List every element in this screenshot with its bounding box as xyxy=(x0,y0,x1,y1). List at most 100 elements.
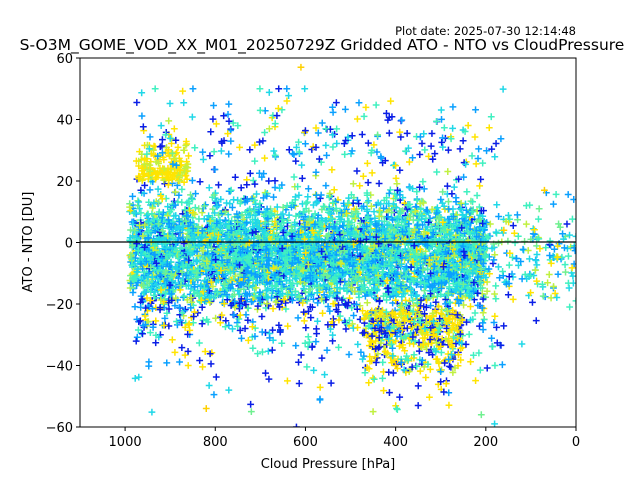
data-point xyxy=(349,180,357,188)
data-point xyxy=(561,261,569,269)
data-point xyxy=(445,198,452,205)
data-point xyxy=(198,303,206,311)
data-point xyxy=(192,190,199,198)
data-point xyxy=(532,257,540,264)
data-point xyxy=(491,290,498,298)
data-point xyxy=(467,303,474,310)
data-point xyxy=(273,203,281,211)
data-point xyxy=(231,173,239,181)
data-point xyxy=(298,175,306,182)
data-point xyxy=(191,204,199,211)
data-point xyxy=(174,321,181,329)
data-point xyxy=(457,199,465,207)
data-point xyxy=(476,182,484,190)
data-point xyxy=(446,298,453,306)
data-point xyxy=(495,263,502,271)
data-point xyxy=(564,191,572,198)
data-point xyxy=(511,239,519,247)
data-point xyxy=(495,239,502,247)
data-point xyxy=(178,185,186,193)
data-point xyxy=(551,290,559,297)
data-point xyxy=(247,211,254,219)
data-point xyxy=(178,198,186,206)
data-point xyxy=(141,181,149,189)
data-point xyxy=(218,311,226,319)
data-point xyxy=(230,311,238,319)
data-point xyxy=(364,179,372,186)
data-point xyxy=(433,292,441,300)
data-point xyxy=(519,245,527,253)
data-point xyxy=(294,314,302,322)
data-point xyxy=(432,298,440,306)
data-point xyxy=(500,322,508,330)
data-point xyxy=(437,196,445,203)
data-point xyxy=(302,200,310,207)
data-point xyxy=(346,294,353,302)
data-point xyxy=(211,166,219,173)
data-point xyxy=(544,279,552,287)
data-point xyxy=(495,213,503,220)
data-point xyxy=(550,200,557,208)
data-point xyxy=(341,235,349,243)
data-point xyxy=(283,202,291,210)
data-point xyxy=(532,317,540,325)
data-point xyxy=(547,260,555,267)
data-point xyxy=(235,315,243,323)
data-point xyxy=(312,168,320,176)
data-point xyxy=(307,314,315,322)
data-point xyxy=(463,188,471,196)
data-point xyxy=(330,186,338,194)
data-point xyxy=(322,182,330,190)
data-point xyxy=(141,288,148,296)
data-point xyxy=(350,312,358,319)
data-point xyxy=(246,169,254,177)
data-point xyxy=(476,203,483,211)
data-point xyxy=(392,174,400,182)
data-point xyxy=(258,328,266,336)
data-point xyxy=(171,188,179,196)
data-point xyxy=(129,193,136,200)
data-point xyxy=(566,303,574,311)
data-point xyxy=(269,305,277,313)
data-point xyxy=(452,194,460,202)
data-point xyxy=(205,184,213,192)
data-point xyxy=(188,177,196,184)
data-point xyxy=(444,168,452,175)
data-point xyxy=(490,256,498,264)
data-point xyxy=(198,209,206,217)
data-point xyxy=(202,201,209,209)
data-point xyxy=(462,200,469,208)
data-point xyxy=(356,182,364,190)
data-point xyxy=(328,166,336,174)
data-point xyxy=(319,309,326,317)
data-point xyxy=(552,190,560,198)
data-point xyxy=(439,188,447,196)
data-point xyxy=(444,182,451,190)
data-point xyxy=(522,220,530,228)
data-point xyxy=(448,190,456,198)
data-point xyxy=(196,178,204,186)
data-point xyxy=(300,317,308,325)
data-point xyxy=(509,222,517,230)
data-point xyxy=(505,212,512,219)
data-point xyxy=(152,317,160,325)
data-point xyxy=(533,251,541,258)
data-point xyxy=(526,255,533,263)
data-point xyxy=(567,243,575,251)
data-point xyxy=(539,292,547,300)
data-point xyxy=(362,231,369,239)
data-point xyxy=(157,192,165,200)
data-point xyxy=(244,304,252,312)
data-point xyxy=(290,173,298,181)
data-point xyxy=(353,167,361,175)
data-point xyxy=(396,166,404,174)
data-point xyxy=(420,185,428,193)
data-point xyxy=(146,186,154,194)
data-point xyxy=(189,319,197,327)
data-point xyxy=(187,191,194,199)
data-point xyxy=(492,282,500,290)
data-point xyxy=(529,298,536,306)
data-point xyxy=(546,237,554,245)
data-point xyxy=(171,302,179,310)
data-point xyxy=(504,237,512,245)
